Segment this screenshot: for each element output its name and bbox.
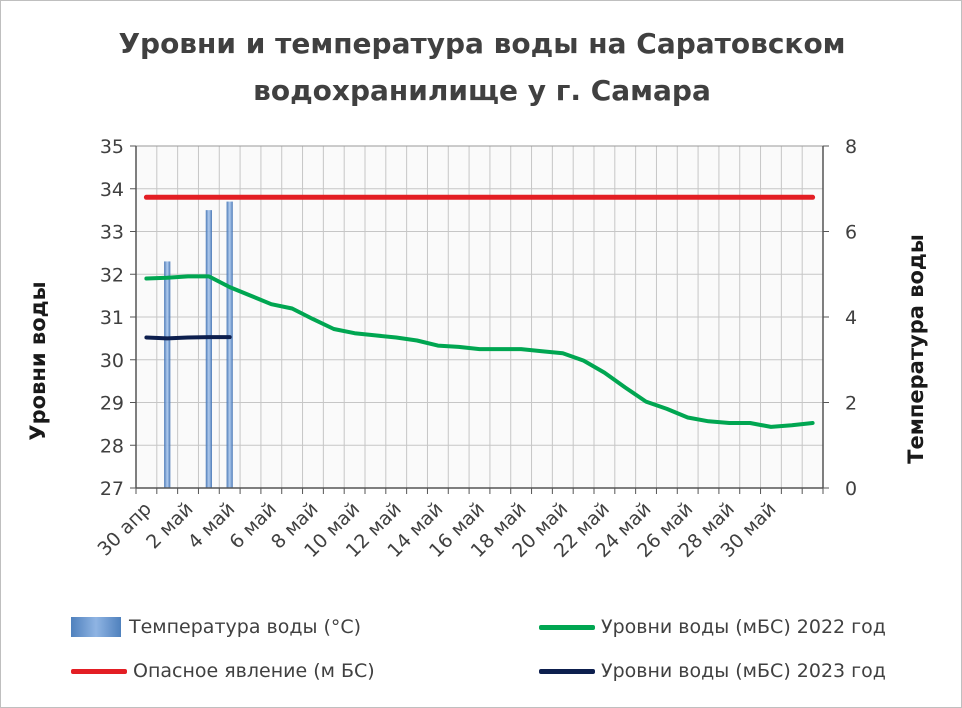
y-tick-label: 29	[100, 393, 124, 415]
chart-title-line-2: водохранилище у г. Самара	[253, 74, 711, 107]
legend-item-danger: Опасное явление (м БС)	[71, 656, 375, 686]
x-tick-label: 30 апр	[93, 498, 155, 560]
chart-title-line-1: Уровни и температура воды на Саратовском	[118, 27, 846, 60]
level-2022-line	[144, 274, 815, 429]
level-2023-line	[144, 335, 232, 341]
y-tick-label: 30	[100, 350, 124, 372]
y-tick-label: 33	[100, 222, 124, 244]
series-lines	[143, 194, 816, 429]
y2-tick-label: 0	[845, 478, 857, 500]
y2-tick-label: 4	[845, 307, 857, 329]
y2-tick-label: 8	[845, 136, 857, 158]
temperature-bar	[226, 201, 233, 488]
legend-swatch-level-2022	[539, 624, 595, 630]
legend-swatch-temperature	[71, 617, 121, 637]
legend-label-level-2023: Уровни воды (мБС) 2023 год	[601, 660, 886, 682]
y-tick-label: 27	[100, 478, 124, 500]
temperature-bars	[164, 201, 233, 488]
y-axis-label: Уровни воды	[26, 281, 50, 440]
legend-item-level-2023: Уровни воды (мБС) 2023 год	[539, 656, 886, 686]
legend-swatch-level-2023	[539, 668, 595, 674]
y2-tick-label: 2	[845, 393, 857, 415]
legend-label-temperature: Температура воды (°C)	[129, 616, 362, 638]
y2-tick-label: 6	[845, 222, 857, 244]
x-tick-label: 4 май	[184, 498, 239, 553]
temperature-bar	[205, 210, 212, 488]
legend-swatch-danger	[71, 668, 127, 674]
legend-item-level-2022: Уровни воды (мБС) 2022 год	[539, 612, 886, 642]
x-tick-label: 6 май	[225, 498, 280, 553]
y-tick-label: 32	[100, 264, 124, 286]
y-tick-label: 28	[100, 435, 124, 457]
y-tick-label: 31	[100, 307, 124, 329]
y-tick-label: 35	[100, 136, 124, 158]
y-tick-label: 34	[100, 179, 124, 201]
legend-label-level-2022: Уровни воды (мБС) 2022 год	[601, 616, 886, 638]
axes	[130, 145, 829, 494]
y2-axis-label: Температура воды	[904, 234, 928, 464]
legend-label-danger: Опасное явление (м БС)	[133, 660, 375, 682]
temperature-bar	[164, 261, 171, 488]
x-tick-label: 2 май	[142, 498, 197, 553]
legend-item-temperature: Температура воды (°C)	[71, 612, 361, 642]
